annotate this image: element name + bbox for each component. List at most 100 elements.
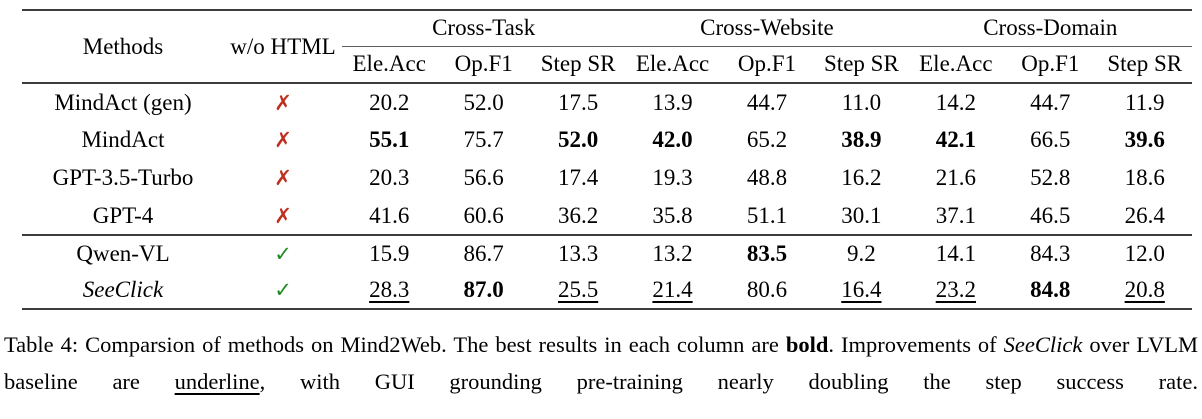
method-name: GPT-3.5-Turbo: [52, 165, 194, 190]
metric-value: 41.6: [369, 202, 410, 228]
metric-value: 55.1: [369, 127, 410, 152]
sub-header-op-f1: Op.F1: [436, 46, 531, 84]
col-header-methods: Methods: [22, 10, 224, 84]
method-name: MindAct (gen): [54, 89, 192, 115]
group-header-cross-website: Cross-Website: [625, 10, 909, 47]
sub-header-ele-acc: Ele.Acc: [908, 46, 1004, 84]
sub-header-op-f1: Op.F1: [1003, 46, 1098, 84]
metric-value: 28.3: [369, 277, 410, 302]
metric-value: 42.0: [652, 127, 693, 152]
wo-html-cell: ✓: [224, 235, 342, 272]
metric-value: 48.8: [746, 165, 788, 190]
metric-value: 87.0: [463, 277, 504, 302]
metric-value: 44.7: [1030, 89, 1071, 115]
metric-value: 52.0: [463, 89, 504, 115]
table-wrap: Methods w/o HTML Cross-Task Cross-Websit…: [22, 9, 1192, 310]
metric-value: 20.2: [369, 89, 410, 115]
cross-icon: ✗: [274, 166, 292, 190]
metric-value: 36.2: [557, 202, 599, 228]
metric-value: 65.2: [746, 127, 788, 152]
metric-value: 13.9: [652, 89, 693, 115]
metric-value: 75.7: [463, 127, 504, 152]
table-row: MindAct ✗ 55.1 75.7 52.0 42.0 65.2 38.9 42.1 66.5…: [22, 121, 1192, 159]
sub-header-step-sr: Step SR: [1097, 46, 1192, 84]
group-header-cross-task: Cross-Task: [342, 10, 626, 47]
metric-value: 14.2: [935, 89, 976, 115]
wo-html-cell: ✗: [224, 83, 342, 121]
wo-html-cell: ✗: [224, 197, 342, 235]
metric-value: 20.8: [1124, 277, 1165, 302]
metric-value: 30.1: [841, 202, 882, 228]
metric-value: 83.5: [746, 241, 788, 266]
group-header-cross-domain: Cross-Domain: [908, 10, 1192, 47]
metric-value: 11.0: [841, 89, 882, 115]
metric-value: 51.1: [746, 202, 788, 228]
sub-header-op-f1: Op.F1: [719, 46, 815, 84]
wo-html-cell: ✗: [224, 159, 342, 197]
table-row: Qwen-VL ✓ 15.9 86.7 13.3 13.2 83.5 9.2 14.1 84.3 1…: [22, 235, 1192, 272]
metric-value: 60.6: [463, 202, 504, 228]
caption-segment: . Improvements of: [828, 332, 1004, 357]
metric-value: 23.2: [935, 277, 976, 302]
metric-value: 11.9: [1125, 89, 1165, 115]
method-name: SeeClick: [82, 277, 164, 302]
metric-value: 25.5: [557, 277, 599, 302]
table-section-html-baselines: MindAct (gen) ✗ 20.2 52.0 17.5 13.9 44.7 11.0 14…: [22, 83, 1192, 235]
table-section-vision-models: Qwen-VL ✓ 15.9 86.7 13.3 13.2 83.5 9.2 14.1 84.3 1…: [22, 235, 1192, 309]
metric-value: 18.6: [1124, 165, 1165, 190]
metric-value: 86.7: [463, 241, 504, 266]
table-row: GPT-4 ✗ 41.6 60.6 36.2 35.8 51.1 30.1 37.1 46.5 26…: [22, 197, 1192, 235]
metric-value: 15.9: [369, 241, 410, 266]
metric-value: 13.3: [557, 241, 599, 266]
caption-segment: bold: [785, 332, 829, 357]
method-name: Qwen-VL: [76, 241, 170, 266]
metric-value: 80.6: [746, 277, 788, 302]
sub-header-step-sr: Step SR: [814, 46, 909, 84]
cross-icon: ✗: [274, 90, 292, 115]
metric-value: 9.2: [847, 241, 876, 266]
metric-value: 21.6: [935, 165, 976, 190]
metric-value: 20.3: [369, 165, 410, 190]
metric-value: 26.4: [1124, 202, 1165, 228]
table-caption: Table 4: Comparsion of methods on Mind2W…: [4, 326, 1198, 400]
table-row: SeeClick ✓ 28.3 87.0 25.5 21.4 80.6 16.4 23.2 84.…: [22, 272, 1192, 309]
sub-header-step-sr: Step SR: [530, 46, 626, 84]
metric-value: 39.6: [1124, 127, 1165, 152]
caption-segment: SeeClick: [1003, 332, 1083, 357]
metric-value: 56.6: [463, 165, 504, 190]
caption-segment: , with GUI grounding pre-training nearly…: [259, 369, 1199, 394]
metric-value: 21.4: [652, 277, 693, 302]
metric-value: 19.3: [652, 165, 693, 190]
metric-value: 17.4: [557, 165, 599, 190]
metric-value: 84.8: [1030, 277, 1071, 302]
mind2web-results-figure: Methods w/o HTML Cross-Task Cross-Websit…: [0, 9, 1202, 400]
sub-header-ele-acc: Ele.Acc: [342, 46, 437, 84]
check-icon: ✓: [274, 278, 292, 302]
metric-value: 35.8: [652, 202, 693, 228]
metric-value: 13.2: [652, 241, 693, 266]
wo-html-cell: ✗: [224, 121, 342, 159]
metric-value: 38.9: [841, 127, 882, 152]
metric-value: 44.7: [746, 89, 788, 115]
header-group-row: Methods w/o HTML Cross-Task Cross-Websit…: [22, 10, 1192, 84]
table-row: MindAct (gen) ✗ 20.2 52.0 17.5 13.9 44.7 11.0 14…: [22, 83, 1192, 121]
metric-value: 37.1: [935, 202, 976, 228]
metric-value: 52.0: [557, 127, 599, 152]
caption-segment: Table 4: Comparsion of methods on Mind2W…: [4, 332, 786, 357]
check-icon: ✓: [274, 242, 292, 266]
caption-segment: over LVLM baseline are: [4, 332, 1198, 394]
header-sub-row: Ele.Acc Op.F1 Step SR Ele.Acc Op.F1 Step…: [22, 46, 1192, 84]
metric-value: 52.8: [1030, 165, 1071, 190]
metric-value: 66.5: [1030, 127, 1071, 152]
caption-segment: underline: [174, 369, 260, 394]
results-table: Methods w/o HTML Cross-Task Cross-Websit…: [22, 9, 1192, 310]
cross-icon: ✗: [274, 128, 292, 152]
metric-value: 16.4: [841, 277, 882, 302]
sub-header-ele-acc: Ele.Acc: [625, 46, 720, 84]
metric-value: 46.5: [1030, 202, 1071, 228]
method-name: MindAct: [81, 127, 165, 152]
col-header-wo-html: w/o HTML: [224, 10, 342, 84]
method-name: GPT-4: [92, 202, 154, 228]
metric-value: 42.1: [935, 127, 976, 152]
table-header: Methods w/o HTML Cross-Task Cross-Websit…: [22, 10, 1192, 84]
